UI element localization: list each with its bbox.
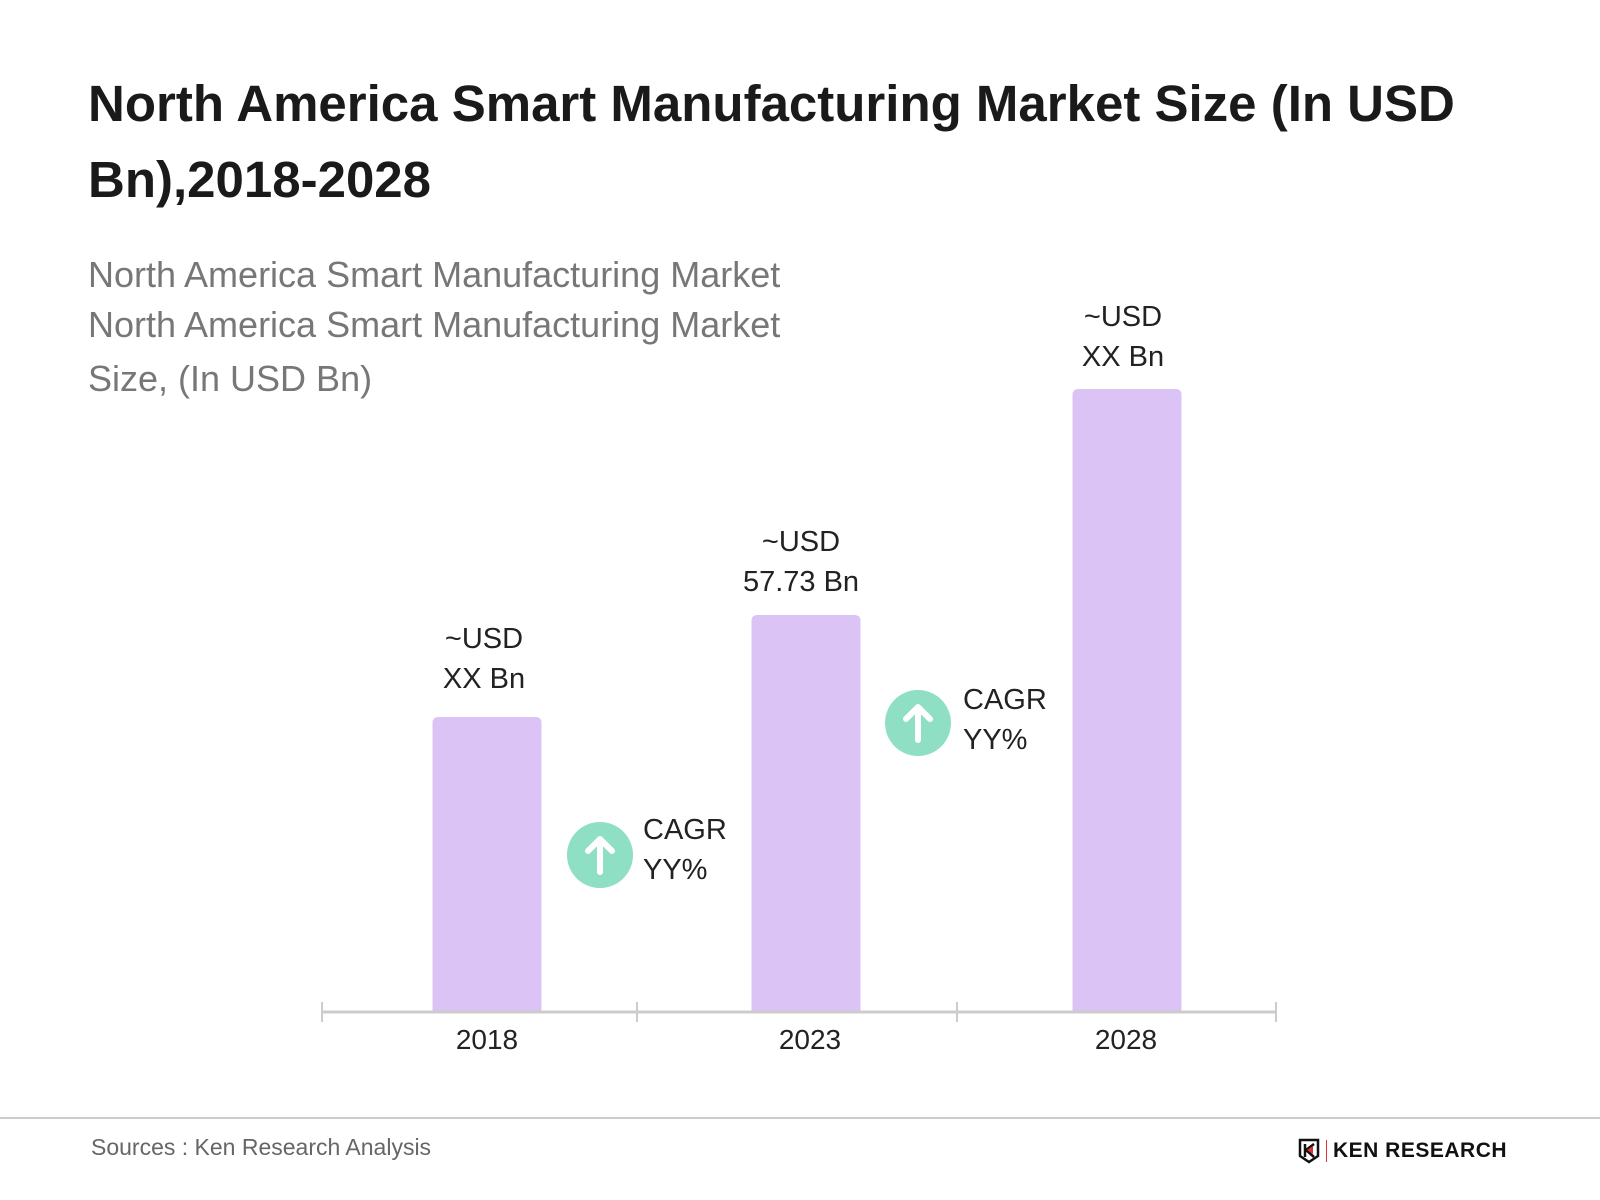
chart-title: North America Smart Manufacturing Market… xyxy=(88,75,1455,208)
bar-2018 xyxy=(432,716,542,1012)
data-label-2018: ~USD XX Bn xyxy=(384,619,584,699)
ken-research-logo: KEN RESEARCH xyxy=(1298,1138,1507,1164)
x-tick-label: 2018 xyxy=(455,1024,519,1055)
cagr-annotation-2: CAGR YY% xyxy=(963,680,1047,760)
cagr-value: YY% xyxy=(963,724,1028,756)
data-label-line: XX Bn xyxy=(442,663,526,695)
data-label-line: ~USD xyxy=(444,623,524,655)
arrow-up-circle-icon xyxy=(885,690,951,756)
source-note: Sources : Ken Research Analysis xyxy=(91,1134,432,1160)
data-label-2028: ~USD XX Bn xyxy=(1023,297,1223,377)
cagr-value: YY% xyxy=(643,854,708,886)
subtitle-line: North America Smart Manufacturing Market xyxy=(88,254,781,295)
x-tick-label: 2023 xyxy=(778,1024,842,1055)
chart-subtitle: North America Smart Manufacturing Market… xyxy=(88,250,868,404)
arrow-up-circle-icon xyxy=(567,822,633,888)
cagr-label: CAGR xyxy=(643,814,727,846)
ken-shield-icon xyxy=(1298,1138,1320,1164)
x-tick-label: 2028 xyxy=(1094,1024,1158,1055)
logo-text: KEN RESEARCH xyxy=(1333,1139,1508,1162)
subtitle-line: North America Smart Manufacturing Market xyxy=(88,304,781,345)
data-label-line: 57.73 Bn xyxy=(742,566,860,598)
data-label-2023: ~USD 57.73 Bn xyxy=(701,522,901,602)
data-label-line: ~USD xyxy=(761,526,841,558)
cagr-label: CAGR xyxy=(963,684,1047,716)
footer-divider xyxy=(0,1117,1600,1119)
data-label-line: ~USD xyxy=(1083,301,1163,333)
data-label-line: XX Bn xyxy=(1081,341,1165,373)
subtitle-line: Size, (In USD Bn) xyxy=(88,358,373,399)
cagr-annotation-1: CAGR YY% xyxy=(643,810,727,890)
bar-2028 xyxy=(1072,388,1182,1012)
bar-2023 xyxy=(751,615,861,1012)
